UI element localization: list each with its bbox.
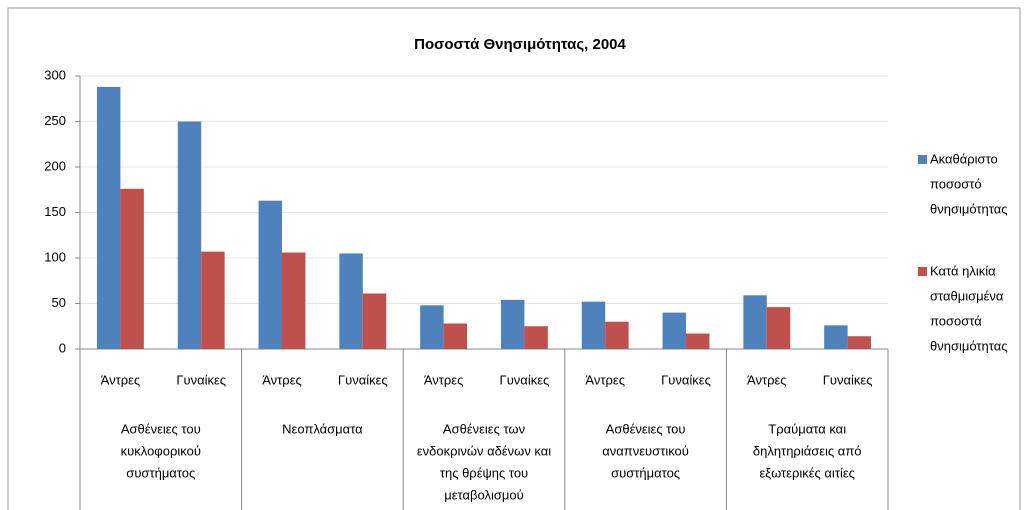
chart-frame [7,7,1021,510]
bar [662,312,686,349]
x-tick-label: Γυναίκες [338,372,388,387]
x-tick-label: Άντρες [747,372,787,387]
bar [120,188,144,349]
y-tick-label: 200 [44,158,66,173]
group-label: Ασθένειες του [121,421,201,436]
bar [177,121,202,349]
x-tick-label: Άντρες [262,372,302,387]
legend-swatch [918,155,927,164]
group-label: Ασθένειες του [606,421,686,436]
y-tick-label: 150 [44,204,66,219]
group-label: μεταβολισμού [444,487,523,502]
y-tick-label: 0 [59,340,66,355]
bar [766,307,791,349]
bar [743,295,767,349]
y-tick-label: 50 [52,295,66,310]
x-tick-label: Άντρες [585,372,625,387]
bar [524,326,548,349]
group-label: συστήματος [126,465,195,480]
bar [201,251,225,349]
bar [258,200,282,349]
group-label: δηλητηριάσεις από [753,443,862,458]
chart-title: Ποσοστά Θνησιμότητας, 2004 [414,36,626,53]
bar [500,299,525,349]
legend-label: Κατά ηλικία [930,263,996,278]
group-label: συστήματος [611,465,680,480]
y-tick-label: 250 [44,113,66,128]
bar [420,305,444,349]
group-label: κυκλοφορικού [121,443,201,458]
x-tick-label: Άντρες [424,372,464,387]
y-tick-label: 300 [44,67,66,82]
x-tick-label: Γυναίκες [661,372,711,387]
legend-label: Ακαθάριστο [930,151,998,166]
legend-label: ποσοστά [930,313,982,328]
legend-label: θνησιμότητας [930,201,1008,216]
legend-label: ποσοστό [930,176,982,191]
bar [339,253,363,349]
bar [686,333,710,349]
group-label: της θρέψης του [440,465,528,480]
bar [362,293,387,349]
x-tick-label: Άντρες [101,372,141,387]
group-label: ενδοκρινών αδένων και [417,443,551,458]
bar [443,323,468,349]
x-tick-label: Γυναίκες [176,372,226,387]
legend-label: σταθμισμένα [930,288,1004,303]
group-label: αναπνευστικού [602,443,689,458]
y-tick-label: 100 [44,249,66,264]
bar [581,301,606,349]
bar [605,321,629,349]
bar [282,252,306,349]
bar [96,86,121,350]
group-label: εξωτερικές αιτίες [759,465,854,480]
bar [847,336,872,349]
bar [824,325,848,349]
group-label: Τραύματα και [768,421,846,436]
group-label: Νεοπλάσματα [282,421,363,436]
legend-swatch [918,267,927,276]
x-tick-label: Γυναίκες [823,372,873,387]
x-tick-label: Γυναίκες [500,372,550,387]
legend-label: θνησιμότητας [930,338,1008,353]
group-label: Ασθένειες των [443,421,525,436]
